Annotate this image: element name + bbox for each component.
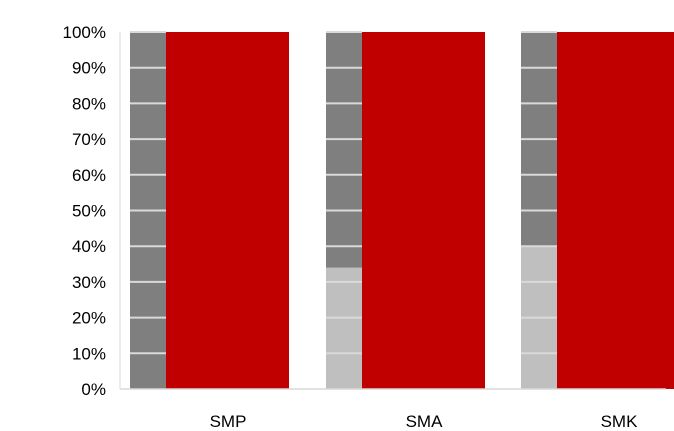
y-tick-label: 90% xyxy=(72,59,106,78)
y-tick-label: 60% xyxy=(72,166,106,185)
bar-red-smk xyxy=(557,32,674,389)
x-tick-label: SMP xyxy=(210,412,247,431)
bars xyxy=(130,32,674,389)
y-tick-label: 20% xyxy=(72,309,106,328)
y-tick-label: 100% xyxy=(63,23,106,42)
y-tick-label: 50% xyxy=(72,202,106,221)
tick-labels: 0% 10% 20% 30% 40% 50% 60% 70% 80% 90% 100% SMP SMA S… xyxy=(63,23,639,431)
y-tick-label: 30% xyxy=(72,273,106,292)
y-tick-label: 70% xyxy=(72,130,106,149)
x-tick-label: SMK xyxy=(601,412,639,431)
y-tick-label: 80% xyxy=(72,94,106,113)
bar-segment-light-sma xyxy=(326,267,362,389)
x-tick-label: SMA xyxy=(406,412,444,431)
y-tick-label: 40% xyxy=(72,237,106,256)
bar-red-smp xyxy=(166,32,289,389)
y-tick-label: 0% xyxy=(81,380,106,399)
y-tick-label: 10% xyxy=(72,344,106,363)
gridlines xyxy=(130,31,557,355)
bar-red-sma xyxy=(362,32,485,389)
bar-segment-dark-sma xyxy=(326,32,362,268)
axes xyxy=(119,32,666,390)
